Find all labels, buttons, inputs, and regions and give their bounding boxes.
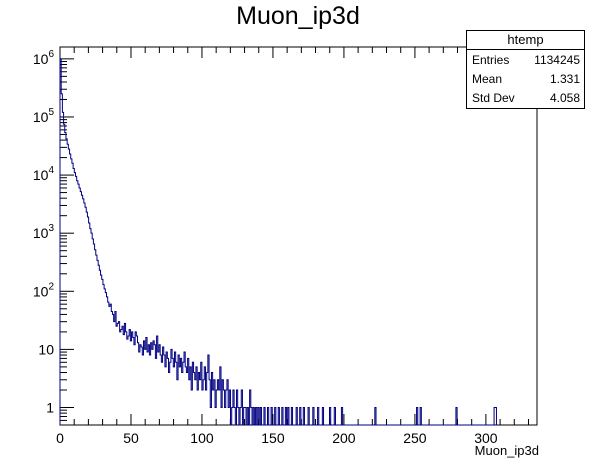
stats-label: Std Dev <box>472 91 515 105</box>
x-tick-label: 150 <box>261 430 285 446</box>
stats-row-mean: Mean 1.331 <box>467 69 584 88</box>
x-tick-label: 250 <box>403 430 427 446</box>
x-tick-labels: 0 50 100 150 200 250 300 <box>56 430 498 446</box>
stats-label: Mean <box>472 72 503 86</box>
y-tick-label: 1 <box>46 400 54 416</box>
y-tick-label: 106 <box>33 49 55 67</box>
x-tick-label: 0 <box>56 430 64 446</box>
x-axis-title: Muon_ip3d <box>474 443 539 458</box>
stats-value: 1.331 <box>549 72 580 86</box>
y-tick-labels: 1 10 102 103 104 105 106 <box>33 49 55 416</box>
stats-box: htemp Entries 1134245 Mean 1.331 Std Dev… <box>466 30 585 109</box>
y-tick-label: 105 <box>33 107 55 125</box>
stats-title: htemp <box>467 31 584 50</box>
chart-title: Muon_ip3d <box>236 2 360 30</box>
stats-row-stddev: Std Dev 4.058 <box>467 88 584 107</box>
stats-value: 4.058 <box>549 91 580 105</box>
x-tick-label: 200 <box>332 430 356 446</box>
y-tick-label: 10 <box>38 341 54 357</box>
y-tick-label: 102 <box>33 281 55 299</box>
stats-label: Entries <box>472 53 510 67</box>
x-tick-label: 300 <box>474 430 498 446</box>
x-tick-label: 50 <box>123 430 139 446</box>
plot-frame <box>59 46 538 426</box>
stats-value: 1134245 <box>534 53 580 67</box>
y-tick-label: 104 <box>33 165 55 183</box>
x-tick-label: 100 <box>190 430 214 446</box>
y-tick-label: 103 <box>33 223 55 241</box>
stats-row-entries: Entries 1134245 <box>467 50 584 69</box>
histogram-line <box>59 58 498 426</box>
